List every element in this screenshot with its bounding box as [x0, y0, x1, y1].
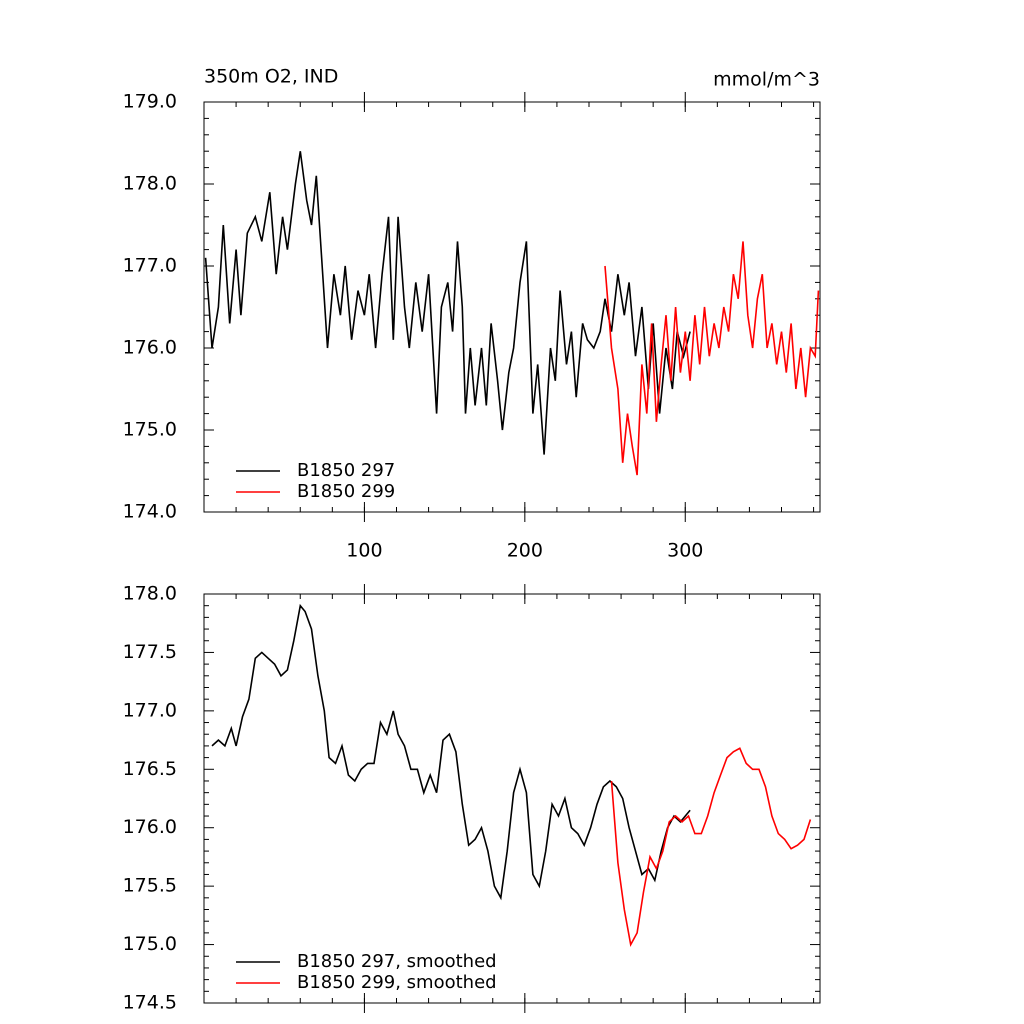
- data-line: [204, 151, 691, 455]
- chart-title: 350m O2, IND: [204, 66, 338, 88]
- y-tick-label: 176.5: [123, 758, 177, 780]
- x-tick-label: 100: [346, 540, 382, 562]
- y-tick-label: 174.0: [123, 501, 177, 523]
- y-tick-label: 177.0: [123, 255, 177, 277]
- data-line: [604, 241, 820, 476]
- y-tick-label: 175.0: [123, 933, 177, 955]
- y-tick-label: 179.0: [123, 91, 177, 113]
- legend-label: B1850 297: [297, 460, 395, 481]
- legend-label: B1850 299, smoothed: [297, 972, 497, 993]
- y-tick-label: 175.5: [123, 875, 177, 897]
- legend-label: B1850 299: [297, 481, 395, 502]
- data-line: [211, 603, 691, 901]
- plot-frame: [203, 101, 821, 513]
- units-label: mmol/m^3: [713, 69, 820, 91]
- y-tick-label: 178.0: [123, 173, 177, 195]
- x-tick-label: 300: [667, 540, 703, 562]
- y-tick-label: 178.0: [123, 583, 177, 605]
- y-tick-label: 175.0: [123, 419, 177, 441]
- data-line: [610, 747, 812, 947]
- y-tick-label: 176.0: [123, 816, 177, 838]
- y-tick-label: 177.5: [123, 641, 177, 663]
- legend-label: B1850 297, smoothed: [297, 951, 497, 972]
- y-tick-label: 174.5: [123, 992, 177, 1014]
- y-tick-label: 176.0: [123, 337, 177, 359]
- y-tick-label: 177.0: [123, 699, 177, 721]
- x-tick-label: 200: [507, 540, 543, 562]
- plot-frame: [203, 593, 821, 1004]
